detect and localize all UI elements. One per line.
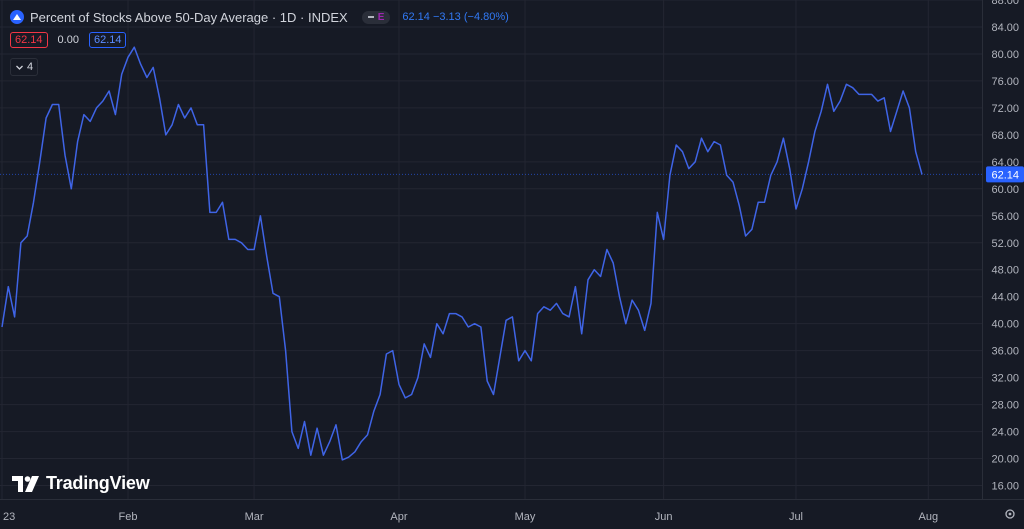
- y-tick-label: 32.00: [991, 373, 1019, 385]
- x-tick-label: May: [515, 511, 536, 523]
- y-tick-label: 40.00: [991, 319, 1019, 331]
- y-tick-label: 24.00: [991, 427, 1019, 439]
- x-tick-label: Aug: [919, 511, 939, 523]
- y-tick-label: 20.00: [991, 454, 1019, 466]
- last-value-text: 62.14: [991, 169, 1019, 181]
- last-value-box: [986, 166, 1024, 183]
- symbol-logo-icon: [10, 10, 24, 24]
- y-tick-label: 84.00: [991, 22, 1019, 34]
- y-tick-label: 64.00: [991, 157, 1019, 169]
- x-tick-label: Apr: [390, 511, 407, 523]
- buy-price-box[interactable]: 62.14: [88, 32, 127, 48]
- y-tick-label: 76.00: [991, 76, 1019, 88]
- earnings-badge: E: [377, 11, 385, 23]
- value-boxes: 62.14 0.00 62.14: [10, 32, 127, 48]
- quote-readout: 62.14 −3.13 (−4.80%): [402, 11, 508, 23]
- x-tick-label: Jul: [789, 511, 803, 523]
- indicators-toggle[interactable]: 4: [10, 58, 39, 76]
- logo-text: TradingView: [46, 473, 150, 493]
- sell-price-box[interactable]: 62.14: [10, 32, 48, 48]
- legend-row: Percent of Stocks Above 50-Day Average ·…: [10, 7, 509, 27]
- tradingview-mark-icon: [12, 475, 39, 492]
- change-value: −3.13: [432, 11, 461, 23]
- settings-gear-button[interactable]: [1003, 507, 1017, 521]
- y-tick-label: 48.00: [991, 265, 1019, 277]
- y-tick-label: 52.00: [991, 238, 1019, 250]
- series-line: [1, 46, 923, 461]
- y-tick-label: 80.00: [991, 49, 1019, 61]
- minus-icon: [367, 16, 374, 18]
- last-value: 62.14: [402, 11, 430, 23]
- y-tick-label: 56.00: [991, 211, 1019, 223]
- chevron-down-icon: [16, 65, 23, 70]
- y-tick-label: 36.00: [991, 346, 1019, 358]
- y-axis: 16.00 20.00 24.00 28.00 32.00 36.00 40.00 44.00…: [982, 0, 1019, 499]
- indicator-count: 4: [27, 61, 34, 73]
- gear-icon: [1005, 509, 1015, 519]
- x-tick-label: 23: [3, 511, 15, 523]
- chart-grid: [0, 0, 982, 499]
- x-tick-label: Mar: [245, 511, 264, 523]
- y-tick-label: 60.00: [991, 184, 1019, 196]
- x-tick-label: Jun: [655, 511, 673, 523]
- y-tick-label: 72.00: [991, 103, 1019, 115]
- chart-title: Percent of Stocks Above 50-Day Average ·…: [30, 9, 348, 25]
- y-tick-label: 88.00: [991, 0, 1019, 7]
- y-tick-label: 16.00: [991, 481, 1019, 493]
- x-axis: 23 Feb Mar Apr May Jun Jul Aug: [0, 499, 1024, 523]
- spread-value: 0.00: [57, 34, 79, 46]
- last-value-label: 62.14: [986, 166, 1024, 183]
- change-percent: (−4.80%): [463, 11, 509, 23]
- y-tick-label: 28.00: [991, 400, 1019, 412]
- y-tick-label: 44.00: [991, 292, 1019, 304]
- x-tick-label: Feb: [119, 511, 138, 523]
- events-toggle[interactable]: E: [361, 10, 391, 24]
- y-tick-label: 68.00: [991, 130, 1019, 142]
- tradingview-logo[interactable]: TradingView: [12, 473, 150, 494]
